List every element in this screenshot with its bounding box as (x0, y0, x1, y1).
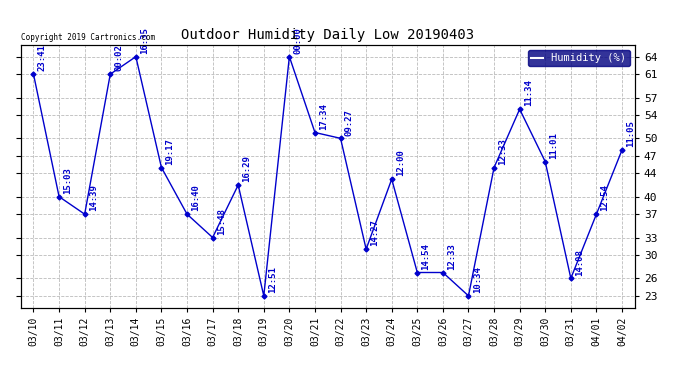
Text: 09:27: 09:27 (345, 109, 354, 135)
Text: 14:39: 14:39 (89, 184, 98, 211)
Text: 00:00: 00:00 (293, 27, 302, 54)
Text: 16:40: 16:40 (191, 184, 200, 211)
Text: 17:34: 17:34 (319, 103, 328, 130)
Text: 12:00: 12:00 (396, 150, 405, 176)
Text: 12:33: 12:33 (447, 243, 456, 270)
Text: 10:34: 10:34 (473, 266, 482, 293)
Text: 12:33: 12:33 (498, 138, 507, 165)
Text: 23:41: 23:41 (38, 45, 47, 71)
Text: 11:34: 11:34 (524, 80, 533, 106)
Text: 11:05: 11:05 (626, 120, 635, 147)
Text: 15:48: 15:48 (217, 208, 226, 235)
Text: 15:03: 15:03 (63, 167, 72, 194)
Text: 14:54: 14:54 (422, 243, 431, 270)
Text: 12:51: 12:51 (268, 266, 277, 293)
Text: 19:17: 19:17 (166, 138, 175, 165)
Title: Outdoor Humidity Daily Low 20190403: Outdoor Humidity Daily Low 20190403 (181, 28, 474, 42)
Text: 16:35: 16:35 (140, 27, 149, 54)
Text: 00:02: 00:02 (115, 45, 124, 71)
Text: 14:08: 14:08 (575, 249, 584, 276)
Text: Copyright 2019 Cartronics.com: Copyright 2019 Cartronics.com (21, 33, 155, 42)
Legend: Humidity (%): Humidity (%) (528, 50, 629, 66)
Text: 14:27: 14:27 (371, 219, 380, 246)
Text: 12:54: 12:54 (600, 184, 609, 211)
Text: 16:29: 16:29 (242, 155, 251, 182)
Text: 11:01: 11:01 (549, 132, 558, 159)
